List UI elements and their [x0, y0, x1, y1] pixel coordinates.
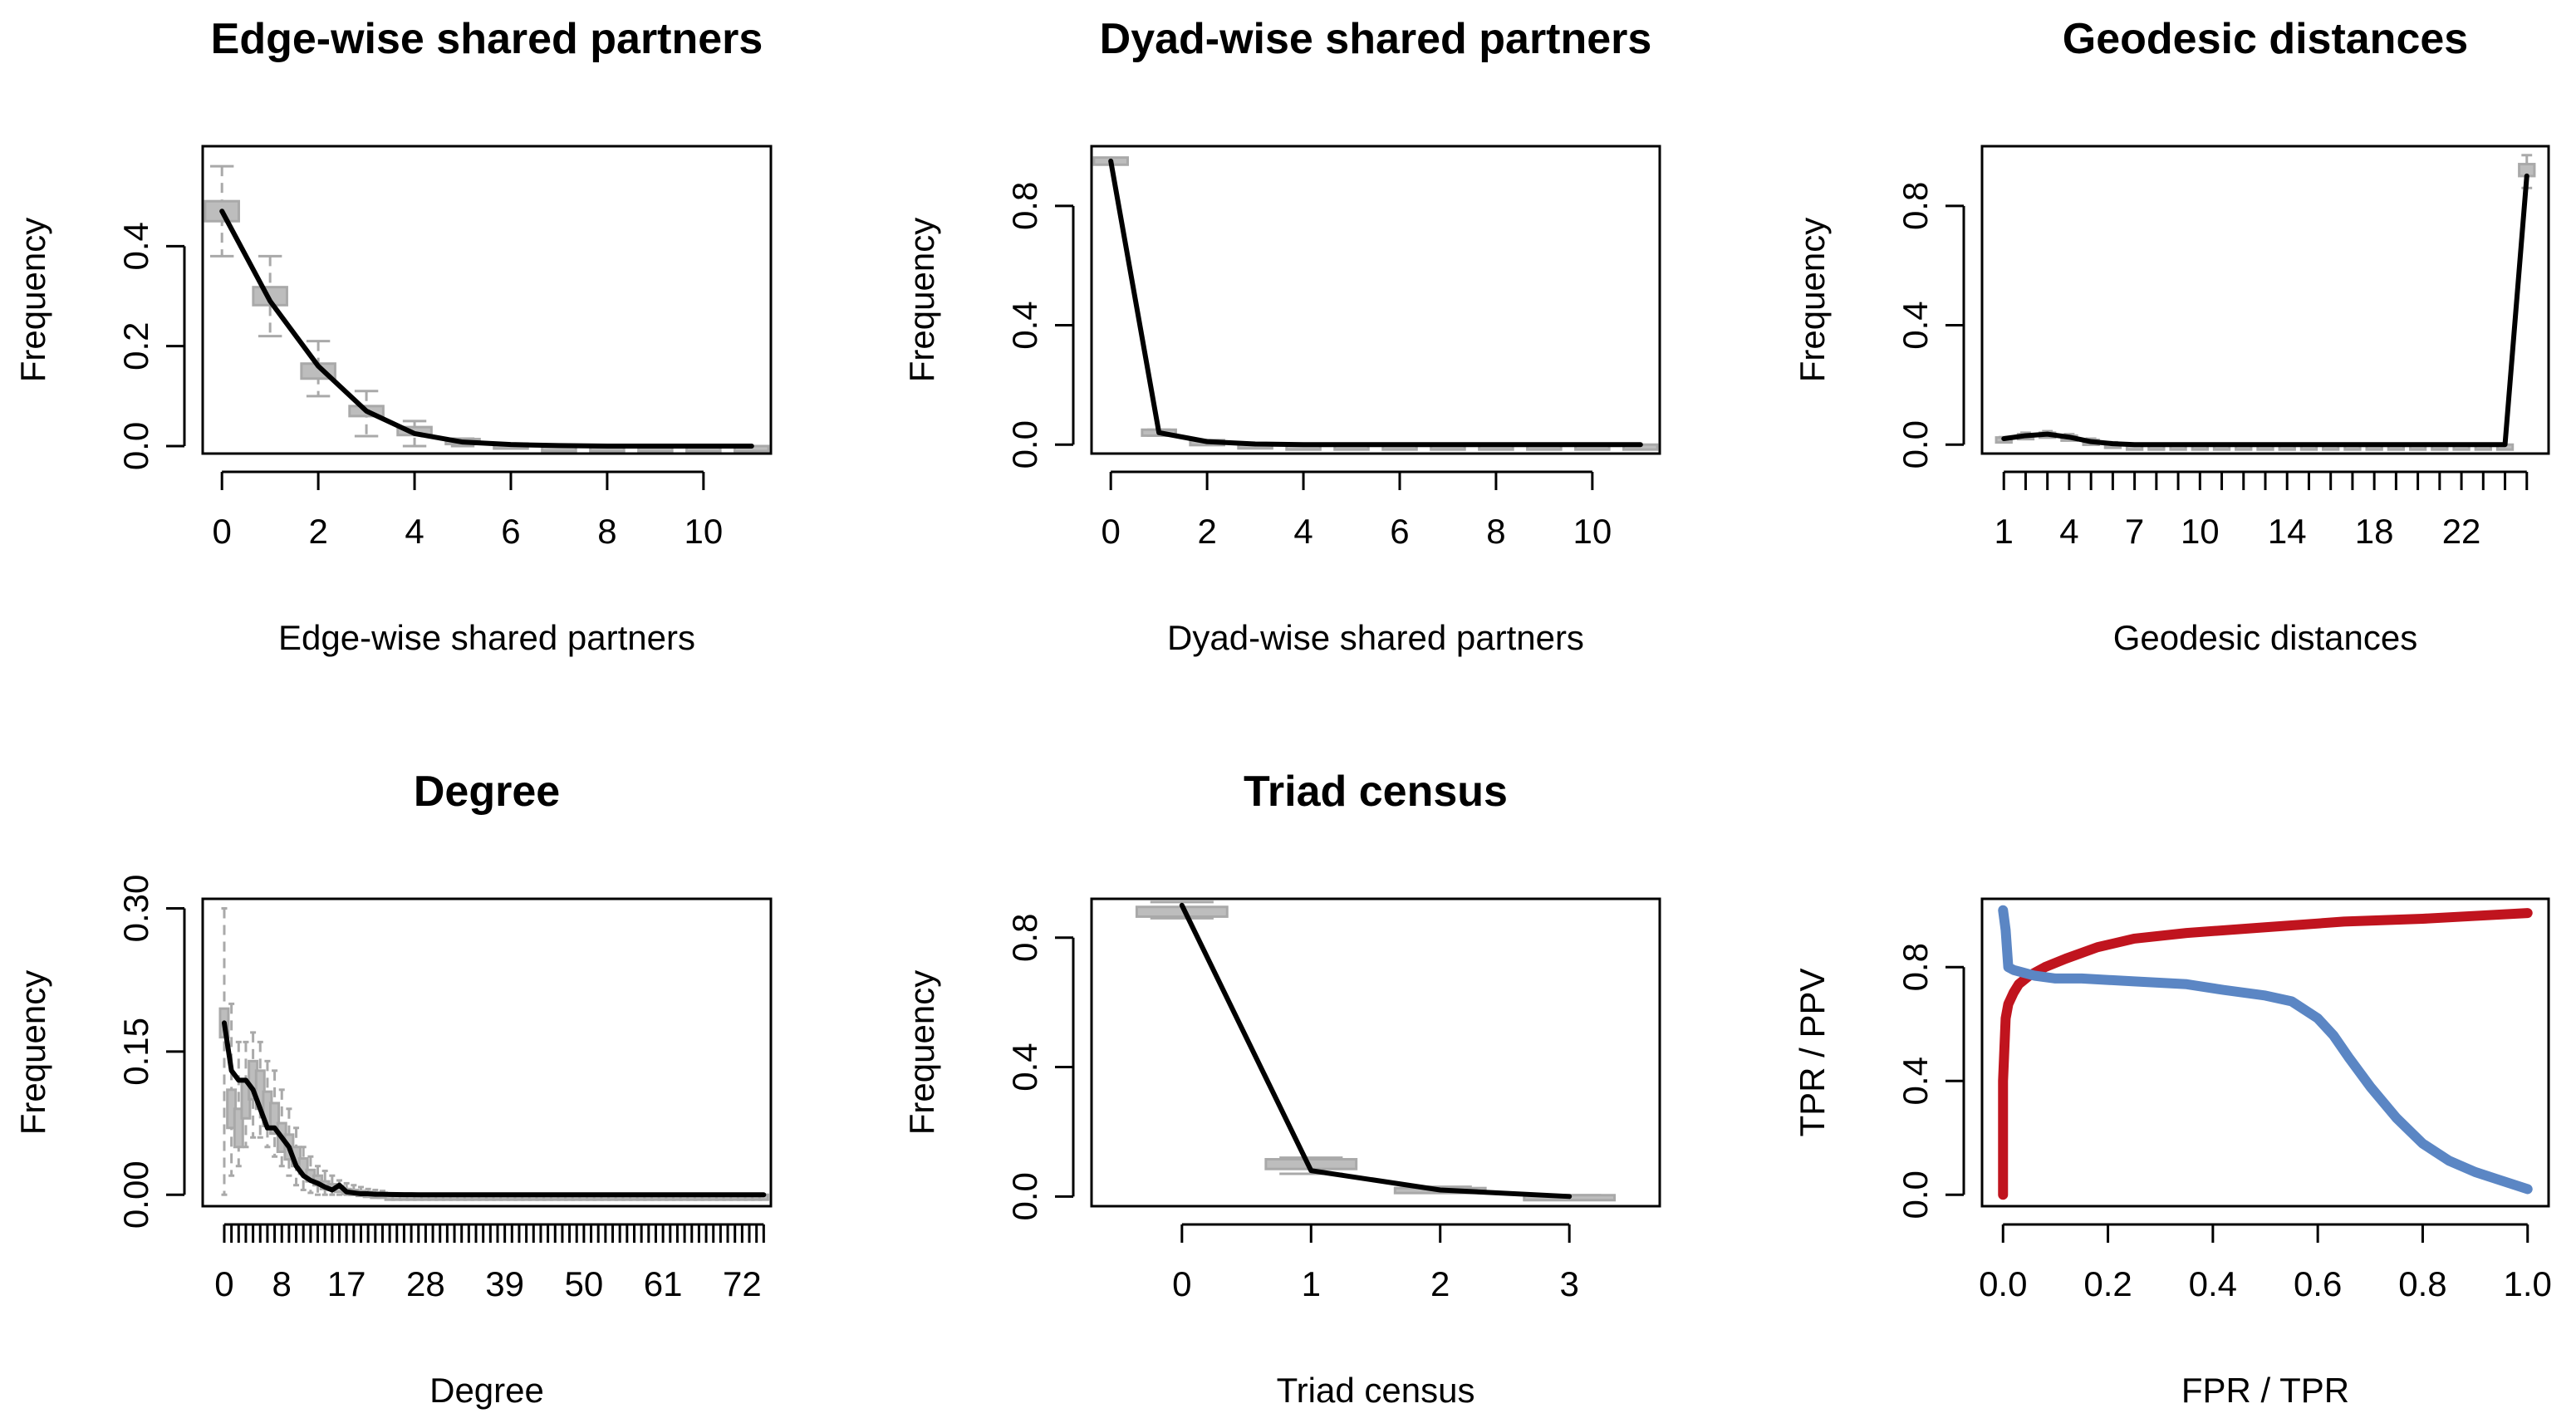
dyadwise-shared-partners-ylabel: Frequency [902, 218, 941, 382]
triad-census-y-tick-label: 0.4 [1005, 1043, 1044, 1091]
geodesic-distances-x-tick-label: 7 [2125, 512, 2144, 551]
triad-census-y-tick-label: 0.0 [1005, 1172, 1044, 1220]
tpr-ppv-x-tick-label: 1.0 [2504, 1264, 2552, 1303]
edgewise-shared-partners-y-tick-label: 0.4 [116, 222, 155, 270]
triad-census-observed-line [1179, 902, 1573, 1200]
tpr-ppv-x-tick-label: 0.8 [2398, 1264, 2446, 1303]
geodesic-distances-xlabel: Geodesic distances [2113, 618, 2418, 657]
tpr-ppv-y-tick-label: 0.0 [1896, 1170, 1935, 1219]
edgewise-shared-partners-x-tick-label: 6 [501, 512, 520, 551]
geodesic-distances-y-tick-label: 0.8 [1896, 182, 1935, 230]
degree-observed-line [221, 1020, 767, 1198]
dyadwise-shared-partners-x-tick-label: 2 [1197, 512, 1216, 551]
dyadwise-shared-partners-panel: Dyad-wise shared partners Dyad-wise share… [902, 15, 1661, 657]
triad-census-y-tick-label: 0.8 [1005, 914, 1044, 962]
edgewise-shared-partners-x-tick-label: 8 [597, 512, 616, 551]
degree-ylabel: Frequency [13, 970, 52, 1135]
dyadwise-shared-partners-x-tick-label: 0 [1102, 512, 1121, 551]
triad-census-x-tick-label: 2 [1430, 1264, 1450, 1303]
degree-x-tick-label: 39 [485, 1264, 524, 1303]
degree-sim-box [233, 1107, 244, 1149]
dyadwise-shared-partners-y-tick-label: 0.0 [1005, 420, 1044, 469]
geodesic-distances-x-tick-label: 1 [1995, 512, 2014, 551]
degree-xlabel: Degree [429, 1371, 544, 1410]
tpr-ppv-x-tick-label: 0.4 [2189, 1264, 2237, 1303]
geodesic-distances-y-tick-label: 0.0 [1896, 420, 1935, 469]
dyadwise-shared-partners-xlabel: Dyad-wise shared partners [1167, 618, 1584, 657]
degree-y-tick-label: 0.00 [116, 1160, 155, 1229]
degree-y-tick-label: 0.15 [116, 1018, 155, 1086]
geodesic-distances-x-tick-label: 22 [2442, 512, 2481, 551]
geodesic-distances-ylabel: Frequency [1793, 218, 1832, 382]
edgewise-shared-partners-panel: Edge-wise shared partners Edge-wise share… [13, 15, 773, 657]
edgewise-shared-partners-ylabel: Frequency [13, 218, 52, 382]
triad-census-panel: Triad census Triad census Frequency 0 1 2 3 0.0… [902, 768, 1661, 1410]
tpr-ppv-x-tick-label: 0.2 [2083, 1264, 2132, 1303]
dyadwise-shared-partners-x-tick-label: 10 [1573, 512, 1612, 551]
triad-census-title: Triad census [1244, 768, 1508, 816]
edgewise-shared-partners-plot-frame [201, 145, 773, 455]
edgewise-shared-partners-x-tick-label: 0 [213, 512, 232, 551]
geodesic-distances-x-tick-label: 4 [2059, 512, 2078, 551]
tpr-ppv-red-curve [1998, 908, 2533, 1200]
edgewise-shared-partners-y-tick-label: 0.0 [116, 422, 155, 470]
degree-x-tick-label: 17 [327, 1264, 366, 1303]
edgewise-shared-partners-observed-line [219, 209, 754, 449]
edgewise-shared-partners-x-tick-label: 2 [308, 512, 327, 551]
edgewise-shared-partners-x-tick-label: 4 [405, 512, 424, 551]
dyadwise-shared-partners-observed-line [1108, 158, 1643, 448]
geodesic-distances-x-tick-label: 18 [2355, 512, 2394, 551]
tpr-ppv-panel: FPR / TPR TPR / PPV 0.0 0.2 0.4 0.6 0.8 1.0 0.0 0… [1793, 897, 2552, 1410]
degree-x-tick-label: 61 [644, 1264, 683, 1303]
tpr-ppv-xlabel: FPR / TPR [2181, 1371, 2349, 1410]
dyadwise-shared-partners-y-tick-label: 0.4 [1005, 301, 1044, 349]
degree-x-tick-label: 8 [272, 1264, 292, 1303]
tpr-ppv-y-tick-label: 0.8 [1896, 943, 1935, 991]
triad-census-xlabel: Triad census [1277, 1371, 1475, 1410]
tpr-ppv-x-tick-label: 0.0 [1979, 1264, 2027, 1303]
geodesic-distances-y-tick-label: 0.4 [1896, 301, 1935, 349]
degree-x-tick-label: 0 [214, 1264, 233, 1303]
degree-x-tick-label: 72 [723, 1264, 762, 1303]
tpr-ppv-x-tick-label: 0.6 [2294, 1264, 2342, 1303]
degree-plot-frame [201, 897, 773, 1208]
triad-census-x-tick-label: 0 [1172, 1264, 1191, 1303]
edgewise-shared-partners-x-tick-label: 10 [684, 512, 723, 551]
triad-census-ylabel: Frequency [902, 970, 941, 1135]
geodesic-distances-panel: Geodesic distances Geodesic distances Freq… [1793, 15, 2550, 657]
tpr-ppv-ylabel: TPR / PPV [1793, 968, 1832, 1136]
geodesic-distances-plot-frame [1980, 145, 2550, 455]
triad-census-x-tick-label: 1 [1302, 1264, 1321, 1303]
dyadwise-shared-partners-plot-frame [1090, 145, 1661, 455]
tpr-ppv-y-tick-label: 0.4 [1896, 1057, 1935, 1105]
degree-x-tick-label: 50 [565, 1264, 604, 1303]
tpr-ppv-blue-curve [1998, 905, 2533, 1195]
dyadwise-shared-partners-x-tick-label: 6 [1390, 512, 1409, 551]
dyadwise-shared-partners-x-tick-label: 4 [1293, 512, 1313, 551]
edgewise-shared-partners-y-tick-label: 0.2 [116, 321, 155, 370]
tpr-ppv-plot-frame [1980, 897, 2550, 1208]
degree-x-tick-label: 28 [406, 1264, 445, 1303]
degree-panel: Degree Degree Frequency 0 8 17 28 39 50 61 72 0.00 0… [13, 768, 773, 1410]
geodesic-distances-title: Geodesic distances [2063, 15, 2468, 63]
degree-sim-box [269, 1102, 281, 1136]
geodesic-distances-observed-line [2001, 173, 2529, 448]
degree-y-tick-label: 0.30 [116, 875, 155, 943]
edgewise-shared-partners-title: Edge-wise shared partners [211, 15, 763, 63]
dyadwise-shared-partners-x-tick-label: 8 [1486, 512, 1505, 551]
edgewise-shared-partners-xlabel: Edge-wise shared partners [278, 618, 695, 657]
dyadwise-shared-partners-title: Dyad-wise shared partners [1100, 15, 1652, 63]
geodesic-distances-x-tick-label: 10 [2181, 512, 2220, 551]
dyadwise-shared-partners-y-tick-label: 0.8 [1005, 182, 1044, 230]
degree-title: Degree [414, 768, 560, 816]
geodesic-distances-x-tick-label: 14 [2268, 512, 2307, 551]
triad-census-x-tick-label: 3 [1560, 1264, 1579, 1303]
triad-census-plot-frame [1090, 897, 1661, 1208]
